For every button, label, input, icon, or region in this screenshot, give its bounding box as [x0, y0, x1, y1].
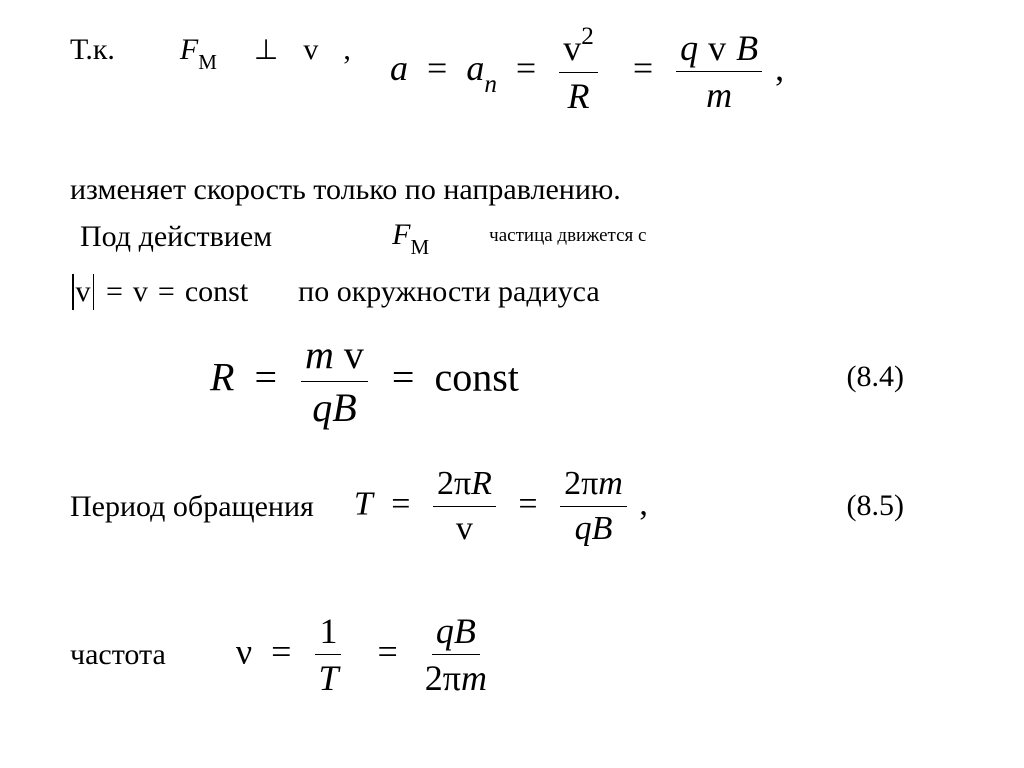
line-4: v = v = const по окружности радиуса [70, 272, 964, 311]
small-continuation: частица движется с [489, 224, 646, 249]
v-symbol: v [303, 33, 318, 66]
eq-label-8-5: (8.5) [847, 486, 904, 525]
fm-symbol: FM [180, 33, 225, 66]
line-period: Период обращения T = 2πR v = 2πm qB , (8… [70, 462, 964, 551]
line-frequency: частота ν = 1 T = qB 2πm [70, 608, 964, 703]
line-2: изменяет скорость только по направлению. [70, 170, 964, 209]
acceleration-equation: a = an = v2 R = qvB m , [390, 24, 784, 120]
const-word: const [185, 272, 248, 311]
equation-frequency: ν = 1 T = qB 2πm [236, 608, 495, 703]
equation-period: T = 2πR v = 2πm qB , [354, 462, 648, 551]
since-text: Т.к. [70, 33, 115, 66]
comma: , [343, 33, 351, 66]
equation-radius: R = mv qB = const (8.4) [70, 329, 964, 434]
line-3: Под действием FM частица движется с [70, 215, 964, 258]
eq-label-8-4: (8.4) [847, 357, 904, 396]
line-1: Т.к. FM ⊥ v , a = an = v2 R = qvB m , [70, 30, 964, 140]
fm-symbol-2: FM [392, 215, 429, 258]
v2-over-R: v2 R [559, 24, 598, 120]
qvB-over-m: qvB m [676, 25, 762, 120]
abs-v: v [70, 272, 96, 311]
perp-symbol: ⊥ [254, 35, 278, 66]
physics-slide: Т.к. FM ⊥ v , a = an = v2 R = qvB m , [0, 0, 1024, 768]
